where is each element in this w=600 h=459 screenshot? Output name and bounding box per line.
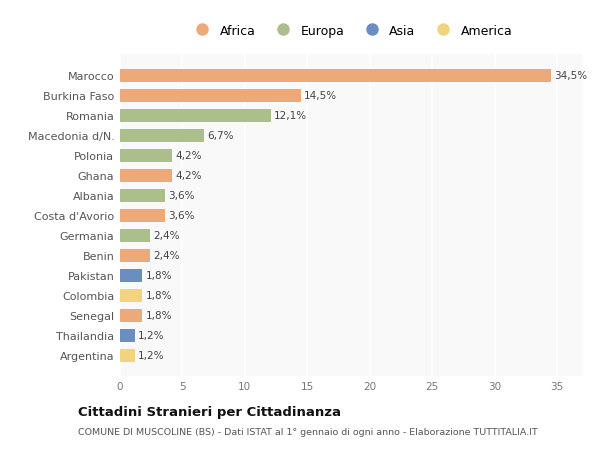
Bar <box>120 169 172 182</box>
Text: 1,2%: 1,2% <box>138 350 164 360</box>
Text: 34,5%: 34,5% <box>554 71 587 81</box>
Bar <box>120 329 135 342</box>
Bar <box>120 150 172 162</box>
Bar <box>120 289 142 302</box>
Bar <box>120 249 150 262</box>
Text: Cittadini Stranieri per Cittadinanza: Cittadini Stranieri per Cittadinanza <box>78 405 341 419</box>
Text: 12,1%: 12,1% <box>274 111 307 121</box>
Text: 1,8%: 1,8% <box>146 291 172 301</box>
Text: 3,6%: 3,6% <box>168 191 194 201</box>
Text: COMUNE DI MUSCOLINE (BS) - Dati ISTAT al 1° gennaio di ogni anno - Elaborazione : COMUNE DI MUSCOLINE (BS) - Dati ISTAT al… <box>78 427 538 436</box>
Bar <box>120 110 271 123</box>
Legend: Africa, Europa, Asia, America: Africa, Europa, Asia, America <box>185 20 517 43</box>
Text: 2,4%: 2,4% <box>153 251 179 261</box>
Bar <box>120 129 203 142</box>
Text: 1,8%: 1,8% <box>146 310 172 320</box>
Bar <box>120 90 301 102</box>
Text: 4,2%: 4,2% <box>176 171 202 181</box>
Bar <box>120 309 142 322</box>
Bar <box>120 229 150 242</box>
Bar <box>120 269 142 282</box>
Text: 1,2%: 1,2% <box>138 330 164 340</box>
Text: 3,6%: 3,6% <box>168 211 194 221</box>
Bar <box>120 349 135 362</box>
Bar <box>120 209 165 222</box>
Text: 2,4%: 2,4% <box>153 231 179 241</box>
Text: 6,7%: 6,7% <box>207 131 233 141</box>
Text: 4,2%: 4,2% <box>176 151 202 161</box>
Text: 1,8%: 1,8% <box>146 270 172 280</box>
Bar <box>120 70 551 83</box>
Bar <box>120 189 165 202</box>
Text: 14,5%: 14,5% <box>304 91 337 101</box>
